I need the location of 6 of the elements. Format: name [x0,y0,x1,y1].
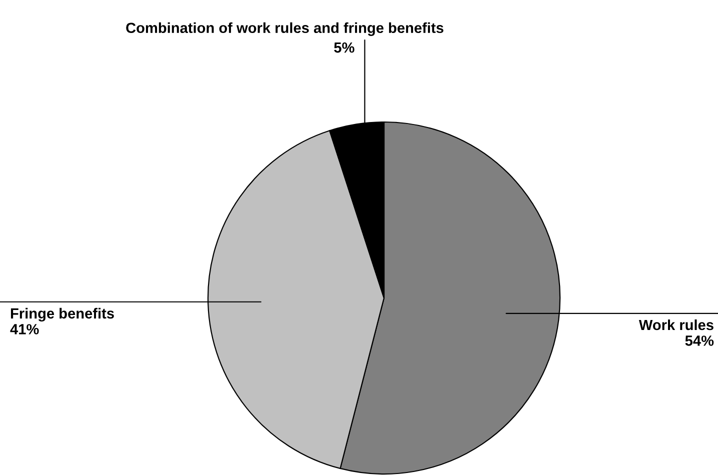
slice-label: Combination of work rules and fringe benefits [126,22,444,36]
data-label: 54% [685,336,714,346]
data-label: 5% [334,42,354,53]
data-label: 41% [10,324,39,334]
slice-label: Work rules [638,319,714,330]
slice-label: Fringe benefits [10,308,114,322]
